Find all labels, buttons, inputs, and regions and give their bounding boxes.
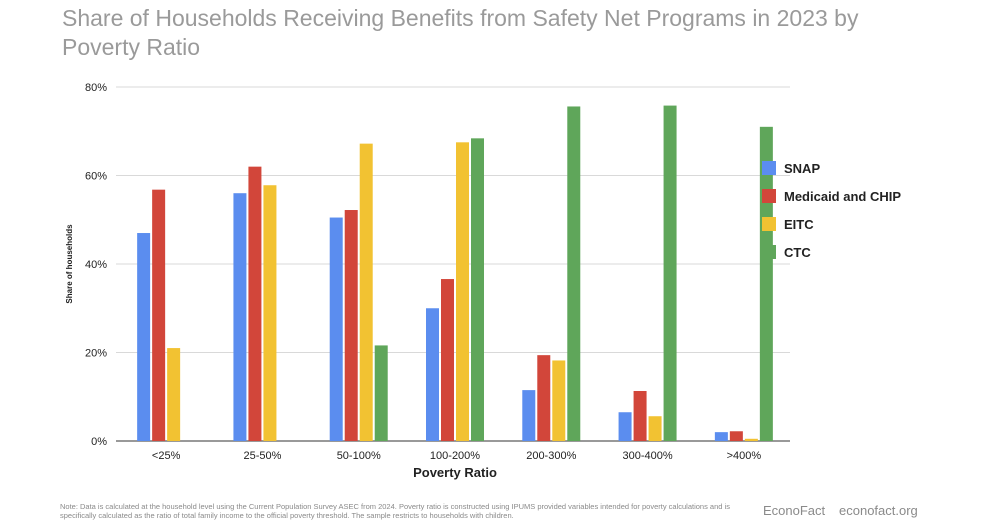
y-tick-label: 20% — [85, 348, 107, 360]
bar-ctc-6 — [759, 126, 773, 441]
legend-item: SNAP — [762, 154, 901, 182]
bar-medicaid-and-chip-2 — [344, 210, 358, 441]
footnote: Note: Data is calculated at the househol… — [60, 502, 730, 520]
bar-eitc-0 — [167, 348, 181, 441]
legend-label: CTC — [784, 244, 811, 260]
x-tick-label: 200-300% — [526, 450, 576, 462]
x-axis-label: Poverty Ratio — [413, 465, 497, 480]
x-tick-label: 100-200% — [430, 450, 480, 462]
chart-legend: SNAP Medicaid and CHIP EITC CTC — [762, 154, 901, 266]
y-tick-label: 0% — [91, 436, 107, 448]
bar-eitc-1 — [263, 185, 277, 441]
y-tick-label: 60% — [85, 171, 107, 183]
x-tick-label: 300-400% — [622, 450, 672, 462]
y-axis-label: Share of households — [65, 224, 74, 304]
legend-label: EITC — [784, 216, 814, 232]
legend-label: Medicaid and CHIP — [784, 188, 902, 204]
legend-swatch — [762, 161, 776, 175]
x-tick-label: >400% — [727, 450, 762, 462]
bar-ctc-4 — [567, 106, 581, 441]
bar-medicaid-and-chip-5 — [633, 390, 647, 441]
legend-item: EITC — [762, 210, 901, 238]
bar-snap-4 — [522, 390, 536, 441]
bar-snap-2 — [329, 217, 343, 441]
bar-ctc-3 — [471, 138, 484, 441]
bar-snap-0 — [137, 233, 151, 441]
bar-ctc-2 — [374, 345, 388, 441]
legend-swatch — [762, 245, 776, 259]
bar-eitc-5 — [648, 416, 662, 441]
brand-name: EconoFact — [763, 503, 826, 518]
bar-eitc-4 — [552, 360, 566, 441]
bar-eitc-2 — [359, 143, 373, 441]
legend-label: SNAP — [784, 160, 821, 176]
legend-swatch — [762, 189, 776, 203]
brand-url: econofact.org — [839, 503, 918, 518]
bar-medicaid-and-chip-3 — [441, 279, 454, 441]
bar-snap-3 — [426, 308, 439, 441]
x-tick-label: 25-50% — [243, 450, 281, 462]
bar-medicaid-and-chip-1 — [248, 166, 262, 441]
bar-eitc-6 — [744, 438, 758, 441]
bar-snap-5 — [618, 412, 632, 441]
bar-snap-1 — [233, 193, 247, 441]
bar-eitc-3 — [456, 142, 469, 441]
legend-item: CTC — [762, 238, 901, 266]
bar-medicaid-and-chip-6 — [729, 431, 743, 441]
bar-snap-6 — [714, 432, 728, 441]
y-tick-label: 80% — [85, 82, 107, 94]
legend-item: Medicaid and CHIP — [762, 182, 901, 210]
chart-title: Share of Households Receiving Benefits f… — [62, 5, 859, 60]
legend-swatch — [762, 217, 776, 231]
y-tick-label: 40% — [85, 259, 107, 271]
x-tick-label: <25% — [152, 450, 181, 462]
bar-ctc-5 — [663, 105, 677, 442]
bar-medicaid-and-chip-0 — [152, 189, 166, 441]
x-tick-label: 50-100% — [337, 450, 381, 462]
bar-medicaid-and-chip-4 — [537, 355, 551, 441]
